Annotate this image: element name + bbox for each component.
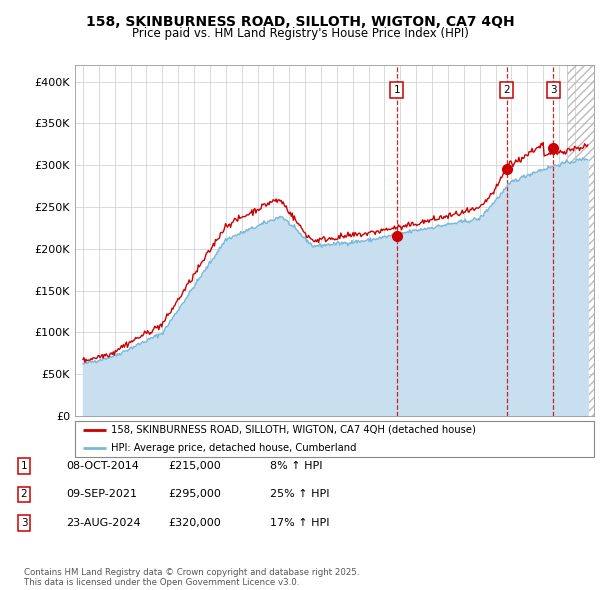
Text: 17% ↑ HPI: 17% ↑ HPI xyxy=(270,518,329,527)
Text: 158, SKINBURNESS ROAD, SILLOTH, WIGTON, CA7 4QH (detached house): 158, SKINBURNESS ROAD, SILLOTH, WIGTON, … xyxy=(112,425,476,435)
Text: 3: 3 xyxy=(20,518,28,527)
Bar xyxy=(567,65,600,416)
Text: 1: 1 xyxy=(20,461,28,471)
Text: 158, SKINBURNESS ROAD, SILLOTH, WIGTON, CA7 4QH: 158, SKINBURNESS ROAD, SILLOTH, WIGTON, … xyxy=(86,15,514,29)
Text: HPI: Average price, detached house, Cumberland: HPI: Average price, detached house, Cumb… xyxy=(112,443,357,453)
Text: 09-SEP-2021: 09-SEP-2021 xyxy=(66,490,137,499)
Text: £215,000: £215,000 xyxy=(168,461,221,471)
Text: 3: 3 xyxy=(550,85,557,95)
Text: 2: 2 xyxy=(503,85,510,95)
Text: 8% ↑ HPI: 8% ↑ HPI xyxy=(270,461,323,471)
Text: 25% ↑ HPI: 25% ↑ HPI xyxy=(270,490,329,499)
Text: 23-AUG-2024: 23-AUG-2024 xyxy=(66,518,140,527)
Text: £295,000: £295,000 xyxy=(168,490,221,499)
Text: 2: 2 xyxy=(20,490,28,499)
Text: Price paid vs. HM Land Registry's House Price Index (HPI): Price paid vs. HM Land Registry's House … xyxy=(131,27,469,40)
Text: Contains HM Land Registry data © Crown copyright and database right 2025.
This d: Contains HM Land Registry data © Crown c… xyxy=(24,568,359,587)
Text: £320,000: £320,000 xyxy=(168,518,221,527)
Text: 1: 1 xyxy=(394,85,400,95)
Text: 08-OCT-2014: 08-OCT-2014 xyxy=(66,461,139,471)
